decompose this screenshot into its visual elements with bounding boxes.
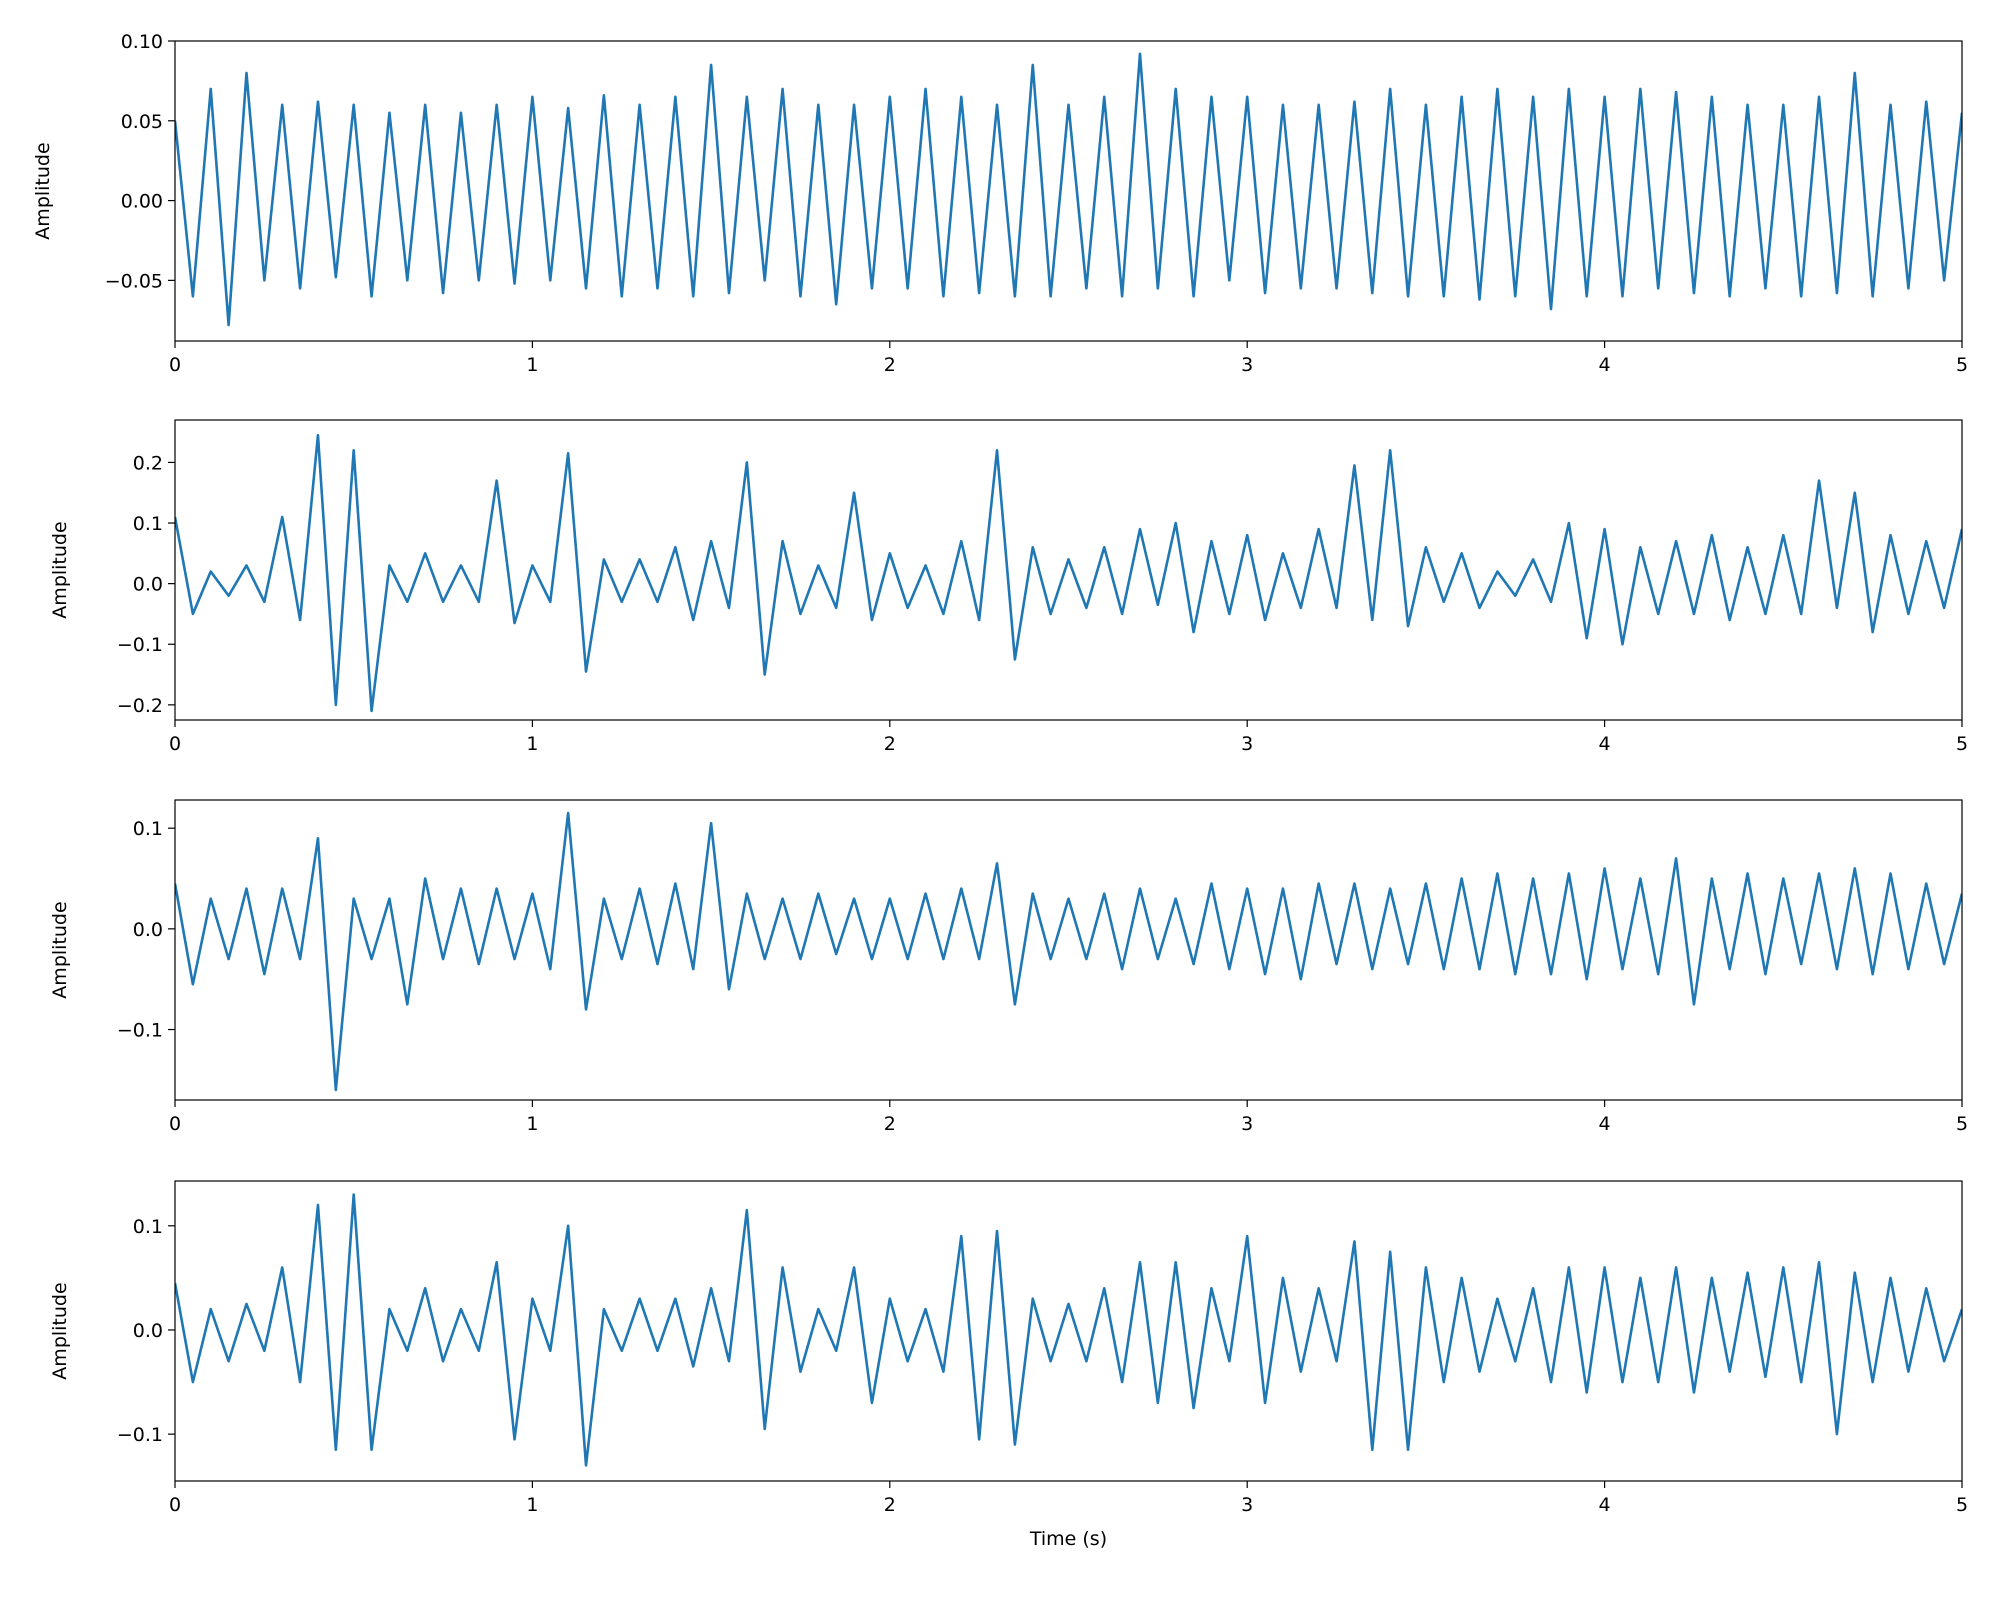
y-tick-label: 0.1 (133, 818, 163, 840)
x-tick-label: 5 (1956, 354, 1968, 376)
x-tick-label: 4 (1599, 733, 1611, 755)
plot-area (175, 433, 1962, 713)
x-tick-label: 2 (884, 1494, 896, 1516)
x-tick-label: 2 (884, 354, 896, 376)
y-axis-label: Amplitude (49, 1282, 71, 1379)
y-tick-label: 0.00 (121, 191, 163, 213)
y-tick-label: −0.1 (117, 634, 163, 656)
y-tick-label: −0.2 (117, 695, 163, 717)
y-tick-label: 0.05 (121, 111, 163, 133)
y-axis-label: Amplitude (32, 142, 54, 239)
x-tick-label: 1 (526, 1113, 538, 1135)
x-tick-label: 1 (526, 354, 538, 376)
axes-frame (174, 40, 1963, 342)
y-tick-label: 0.2 (133, 452, 163, 474)
x-tick-label: 0 (169, 1494, 181, 1516)
signal-line (175, 1193, 1962, 1467)
signal-line (175, 811, 1962, 1092)
subplot: 0 1 2 3 4 5 −0.2 −0.1 0.0 0.1 0.2 Amplitude (49, 419, 1968, 755)
signal-line (175, 433, 1962, 713)
x-tick-label: 2 (884, 733, 896, 755)
x-tick-label: 0 (169, 354, 181, 376)
x-tick-label: 5 (1956, 1494, 1968, 1516)
x-tick-label: 5 (1956, 1113, 1968, 1135)
y-tick-label: 0.10 (121, 31, 163, 53)
signal-line (175, 52, 1962, 327)
x-tick-label: 3 (1241, 733, 1253, 755)
axes-frame (174, 799, 1963, 1101)
x-tick-label: 4 (1599, 354, 1611, 376)
x-tick-label: 2 (884, 1113, 896, 1135)
plot-area (175, 52, 1962, 327)
plot-area (175, 811, 1962, 1092)
axes-frame (174, 1180, 1963, 1482)
x-tick-label: 0 (169, 733, 181, 755)
x-tick-label: 0 (169, 1113, 181, 1135)
y-tick-label: 0.0 (133, 574, 163, 596)
subplot: 0 1 2 3 4 5 −0.1 0.0 0.1 Amplitude (49, 799, 1968, 1135)
subplot: 0 1 2 3 4 5 −0.05 0.00 0.05 0.10 Amplitude (32, 31, 1968, 376)
y-tick-label: −0.05 (105, 270, 163, 292)
x-tick-label: 3 (1241, 1113, 1253, 1135)
y-tick-label: −0.1 (117, 1020, 163, 1042)
y-tick-label: 0.0 (133, 1320, 163, 1342)
x-tick-label: 1 (526, 1494, 538, 1516)
x-tick-label: 5 (1956, 733, 1968, 755)
x-tick-label: 4 (1599, 1494, 1611, 1516)
subplot: 0 1 2 3 4 5 −0.1 0.0 0.1 Amplitude Time (s) (49, 1180, 1968, 1550)
x-tick-label: 3 (1241, 1494, 1253, 1516)
axes-frame (174, 419, 1963, 721)
x-tick-label: 1 (526, 733, 538, 755)
x-tick-label: 4 (1599, 1113, 1611, 1135)
y-axis-label: Amplitude (49, 901, 71, 998)
y-tick-label: 0.0 (133, 919, 163, 941)
y-tick-label: 0.1 (133, 513, 163, 535)
y-tick-label: 0.1 (133, 1216, 163, 1238)
y-tick-label: −0.1 (117, 1424, 163, 1446)
plot-area (175, 1193, 1962, 1467)
x-tick-label: 3 (1241, 354, 1253, 376)
x-axis-label: Time (s) (1029, 1528, 1107, 1550)
y-axis-label: Amplitude (49, 521, 71, 618)
